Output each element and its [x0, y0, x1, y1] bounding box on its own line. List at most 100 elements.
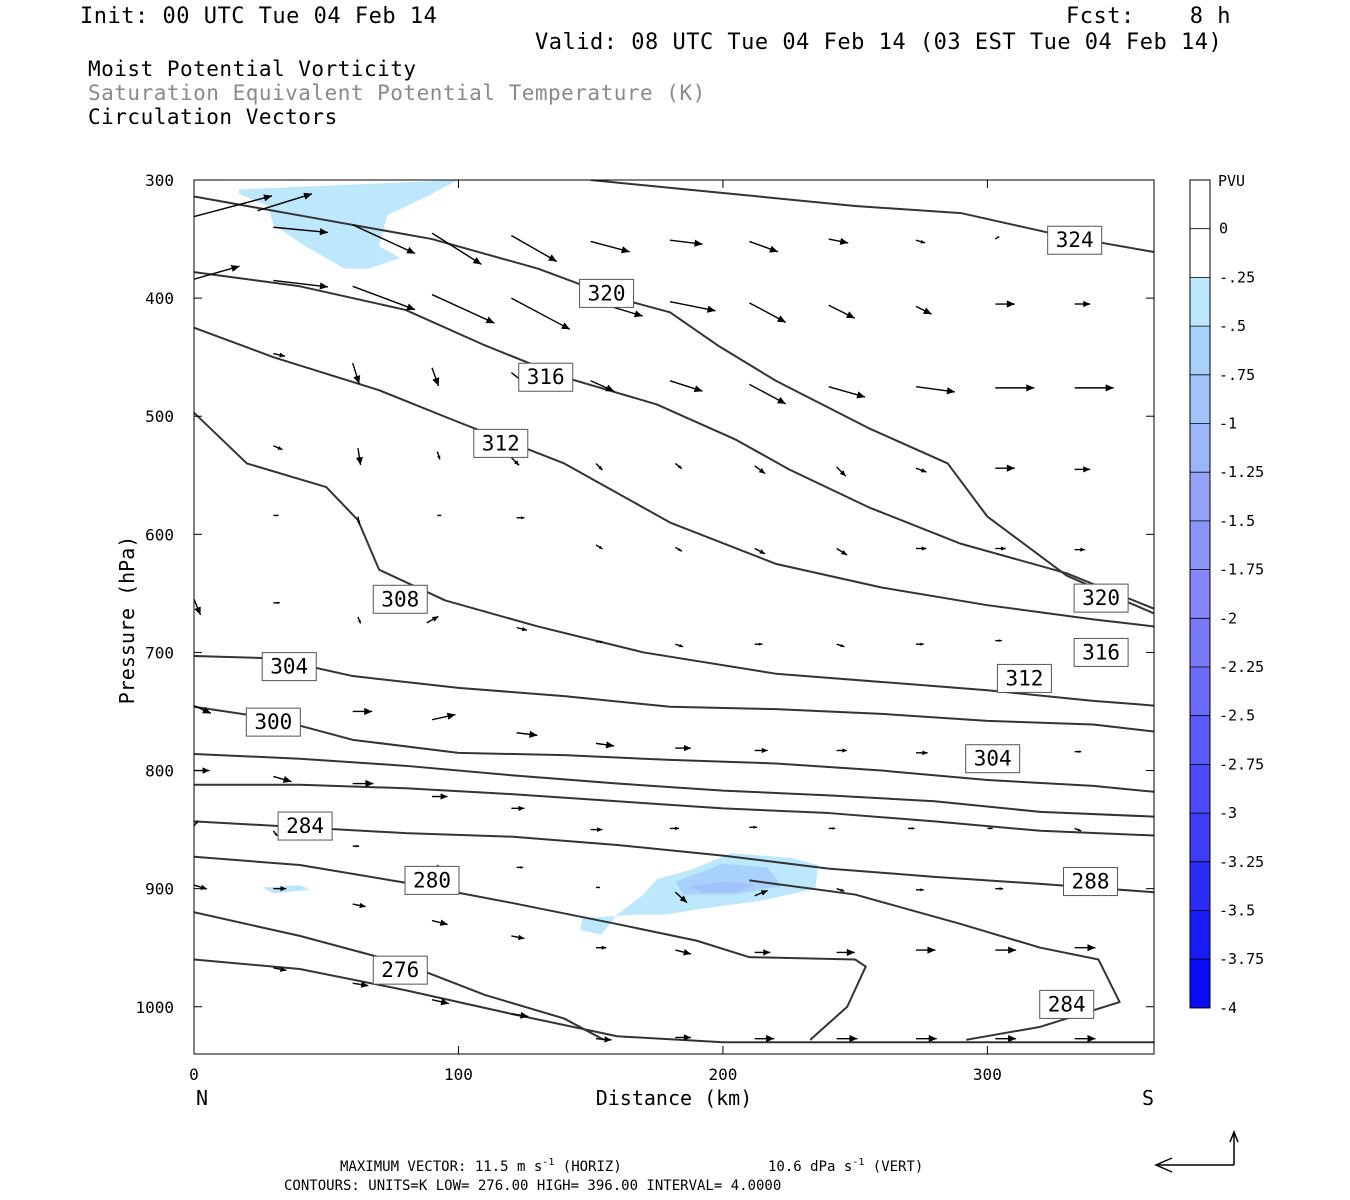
circulation-vector	[272, 830, 278, 837]
circulation-vector	[352, 902, 366, 909]
colorbar-level-label: -.25	[1219, 268, 1255, 286]
colorbar-swatch	[1190, 667, 1210, 716]
colorbar-swatch	[1190, 764, 1210, 814]
circulation-vector	[1074, 547, 1086, 552]
circulation-vector	[590, 240, 630, 254]
colorbar-swatch	[1190, 472, 1210, 521]
circulation-vector	[595, 945, 607, 950]
circulation-vector	[595, 886, 600, 889]
circulation-vector	[511, 1011, 529, 1019]
colorbar-level-label: -3	[1219, 804, 1237, 822]
x-tick-label: 200	[708, 1065, 737, 1084]
circulation-vector	[432, 793, 448, 800]
plot-frame	[193, 179, 1155, 1055]
theta-contour-280	[194, 911, 605, 1041]
contour-label: 284	[1048, 992, 1086, 1016]
circulation-vector	[836, 466, 847, 477]
circulation-vector	[431, 998, 450, 1006]
circulation-vector	[1074, 300, 1091, 308]
circulation-vector	[754, 547, 766, 555]
contour-label-box	[579, 278, 635, 308]
circulation-vector	[516, 730, 538, 738]
circulation-vector	[352, 779, 374, 788]
circulation-vector	[749, 383, 787, 405]
circulation-vector	[194, 884, 208, 890]
circulation-vector	[194, 820, 199, 827]
colorbar-swatch	[1190, 277, 1210, 327]
circulation-vector	[1074, 1035, 1096, 1043]
contour-label-box	[372, 584, 428, 614]
circulation-vector	[836, 748, 848, 753]
y-tick-label: 700	[145, 643, 174, 662]
circulation-vector	[915, 642, 924, 646]
circulation-vector	[836, 887, 845, 892]
circulation-vector	[749, 825, 758, 829]
circulation-vector	[915, 946, 936, 954]
circulation-vector	[669, 380, 703, 393]
circulation-vector	[352, 285, 416, 311]
theta-contour-300	[194, 705, 1154, 793]
contour-info: CONTOURS: UNITS=K LOW= 276.00 HIGH= 396.…	[284, 1178, 781, 1194]
circulation-vector	[431, 293, 495, 324]
circulation-vector	[352, 362, 361, 385]
theta-contour-292	[194, 783, 1154, 837]
circulation-vector	[674, 891, 688, 904]
colorbar-swatch	[1190, 569, 1210, 619]
circulation-vector	[754, 889, 768, 897]
circulation-vector	[670, 826, 680, 831]
circulation-vector	[273, 775, 292, 783]
contour-label-box	[996, 663, 1052, 693]
theta-contour-320	[194, 195, 1154, 615]
circulation-vector	[836, 1035, 858, 1043]
theta-contour-276	[194, 958, 1154, 1044]
circulation-vector	[915, 1035, 937, 1043]
circulation-vector	[352, 844, 360, 848]
colorbar-level-label: 0	[1219, 220, 1228, 238]
colorbar-level-label: -1.25	[1219, 463, 1264, 481]
circulation-vector	[836, 547, 848, 556]
circulation-vector	[995, 384, 1035, 392]
valid-time: Valid: 08 UTC Tue 04 Feb 14 (03 EST Tue …	[535, 30, 1223, 55]
circulation-vector	[273, 352, 286, 358]
x-tick-label: 300	[973, 1065, 1002, 1084]
circulation-vector	[516, 516, 525, 520]
circulation-vector	[749, 302, 787, 323]
circulation-vector	[511, 934, 525, 940]
contour-label: 276	[381, 958, 419, 982]
colorbar-level-label: -3.75	[1219, 950, 1264, 968]
contour-label: 300	[254, 710, 292, 734]
circulation-vector	[436, 451, 441, 460]
contour-label: 288	[1072, 870, 1110, 894]
contour-label: 284	[286, 814, 324, 838]
circulation-vector	[674, 462, 683, 470]
contour-label-box	[261, 652, 317, 682]
circulation-vector	[590, 827, 603, 832]
colorbar-swatch	[1190, 618, 1210, 667]
circulation-vector	[915, 305, 932, 315]
colorbar-level-label: -4	[1219, 999, 1237, 1017]
circulation-vector	[915, 888, 924, 892]
colorbar-level-label: -.5	[1219, 317, 1246, 335]
circulation-vector	[675, 744, 691, 752]
contour-label-box	[1039, 989, 1095, 1019]
circulation-vector	[431, 367, 440, 387]
circulation-vector	[194, 264, 240, 280]
circulation-vector	[595, 462, 603, 471]
contour-label: 320	[1082, 586, 1120, 610]
circulation-vector	[194, 194, 273, 218]
circulation-vector	[836, 948, 855, 957]
contour-label: 316	[1082, 640, 1120, 664]
circulation-vector	[595, 741, 615, 749]
colorbar-swatch	[1190, 423, 1210, 473]
circulation-vector	[754, 642, 763, 646]
field-title-theta: Saturation Equivalent Potential Temperat…	[88, 81, 706, 105]
reference-vector-icon	[1154, 1129, 1239, 1173]
circulation-vector	[994, 235, 1000, 240]
circulation-vector	[1074, 750, 1082, 753]
colorbar-level-label: -1	[1219, 415, 1237, 433]
contour-label: 308	[381, 587, 419, 611]
x-axis-right-end-label: S	[1142, 1086, 1154, 1110]
y-tick-label: 500	[145, 407, 174, 426]
circulation-vector	[1074, 944, 1096, 952]
